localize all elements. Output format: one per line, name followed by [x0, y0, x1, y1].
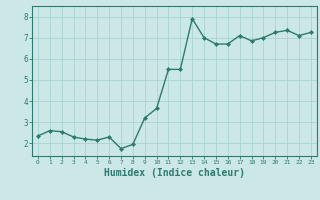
X-axis label: Humidex (Indice chaleur): Humidex (Indice chaleur) [104, 168, 245, 178]
